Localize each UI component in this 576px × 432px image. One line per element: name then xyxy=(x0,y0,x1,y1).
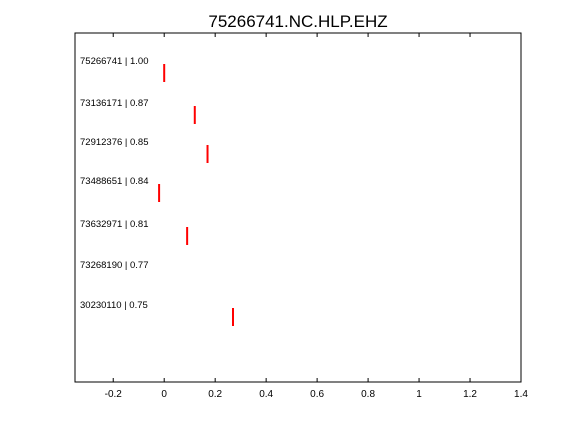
trace-label-30230110: 30230110 | 0.75 xyxy=(80,300,148,311)
x-tick-label: 0.6 xyxy=(310,389,324,400)
x-tick-label: -0.2 xyxy=(105,389,123,400)
x-tick-label: 1 xyxy=(416,389,422,400)
axes-frame xyxy=(74,32,522,383)
trace-label-73268190: 73268190 | 0.77 xyxy=(80,260,149,271)
chart-title: 75266741.NC.HLP.EHZ xyxy=(208,12,387,31)
x-tick-label: 0.2 xyxy=(208,389,222,400)
trace-label-73136171: 73136171 | 0.87 xyxy=(80,98,149,109)
trace-label-72912376: 72912376 | 0.85 xyxy=(80,137,149,148)
trace-label-75266741: 75266741 | 1.00 xyxy=(80,56,149,67)
trace-label-73632971: 73632971 | 0.81 xyxy=(80,219,149,230)
plot-area: 75266741 | 1.00 73136171 | 0.87 72912376 |… xyxy=(80,56,235,326)
x-axis: -0.2 0 0.2 0.4 0.6 0.8 1 1.2 1.4 xyxy=(105,33,528,400)
x-tick-label: 0 xyxy=(161,389,167,400)
x-tick-label: 1.2 xyxy=(463,389,477,400)
x-tick-label: 0.8 xyxy=(361,389,375,400)
trace-label-73488651: 73488651 | 0.84 xyxy=(80,176,149,187)
x-tick-label: 0.4 xyxy=(259,389,273,400)
x-tick-label: 1.4 xyxy=(514,389,528,400)
